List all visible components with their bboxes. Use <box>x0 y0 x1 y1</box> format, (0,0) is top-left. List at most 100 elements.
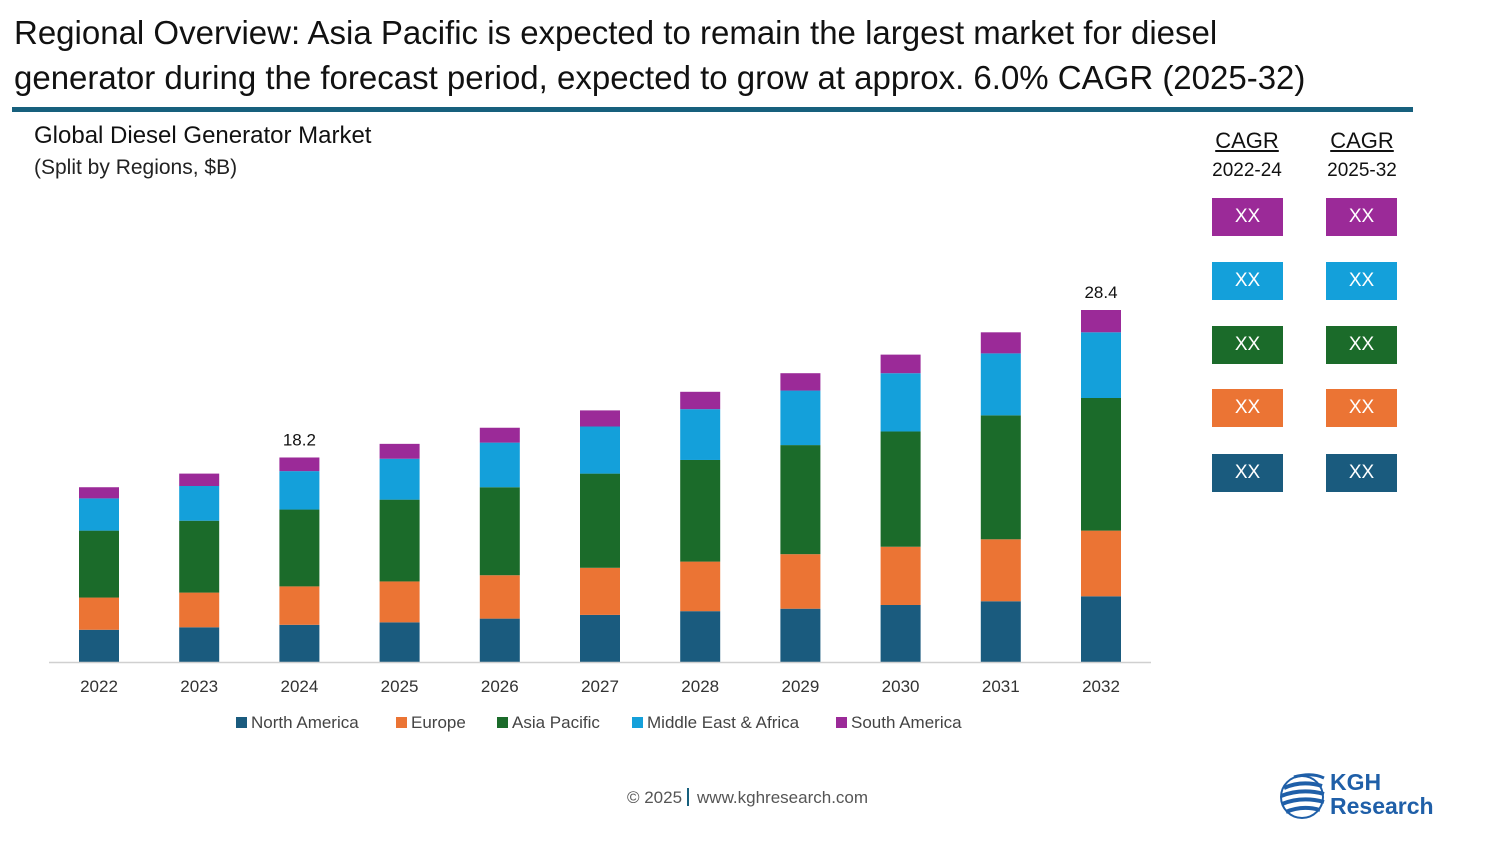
cagr-value-box: XX <box>1326 389 1397 427</box>
legend-swatch <box>632 717 643 728</box>
bar-2031-s0 <box>980 601 1021 662</box>
cagr-value-box: XX <box>1212 262 1283 300</box>
legend-label[interactable]: Europe <box>411 713 466 732</box>
bar-2022-s2 <box>79 530 119 598</box>
headline-line-2: generator during the forecast period, ex… <box>14 59 1306 96</box>
bar-2026-s0 <box>479 618 520 662</box>
data-label-2032: 28.4 <box>1084 283 1117 302</box>
bar-2022-s0 <box>79 629 119 662</box>
bar-2022-s4 <box>79 487 119 499</box>
bar-2032-s3 <box>1081 332 1121 398</box>
cagr-value-box: XX <box>1326 326 1397 364</box>
website-link[interactable]: www.kghresearch.com <box>697 788 869 807</box>
x-tick-label: 2022 <box>80 677 118 696</box>
bar-2026-s1 <box>479 575 520 619</box>
chart-subtitle: (Split by Regions, $B) <box>34 156 238 179</box>
bar-2028-s1 <box>680 561 721 612</box>
bar-2030-s1 <box>880 546 921 605</box>
bar-2031-s1 <box>980 539 1021 602</box>
x-tick-label: 2028 <box>681 677 719 696</box>
legend-label[interactable]: Middle East & Africa <box>647 713 800 732</box>
logo-line-2: Research <box>1330 793 1434 819</box>
bar-2027-s3 <box>580 426 620 474</box>
cagr-period-1: 2022-24 <box>1212 160 1282 181</box>
cagr-header-1: CAGR 2022-24 <box>1192 128 1302 182</box>
data-label-2024: 18.2 <box>283 430 316 449</box>
cagr-header-2: CAGR 2025-32 <box>1307 128 1417 182</box>
legend-label[interactable]: Asia Pacific <box>512 713 600 732</box>
globe-icon <box>1280 773 1325 819</box>
bar-2024-s3 <box>279 471 320 510</box>
legend-swatch <box>236 717 247 728</box>
bar-2025-s0 <box>379 622 420 662</box>
legend-swatch <box>497 717 508 728</box>
bar-2028-s3 <box>680 409 721 460</box>
bar-2030-s0 <box>880 604 921 662</box>
headline: Regional Overview: Asia Pacific is expec… <box>14 10 1434 100</box>
bar-2029-s4 <box>780 373 821 391</box>
bar-2023-s2 <box>179 520 220 593</box>
x-tick-label: 2030 <box>882 677 920 696</box>
bar-2022-s1 <box>79 597 119 630</box>
cagr-value-box: XX <box>1212 454 1283 492</box>
cagr-value-box: XX <box>1212 326 1283 364</box>
bar-2030-s3 <box>880 373 921 432</box>
chart-title: Global Diesel Generator Market <box>34 122 372 149</box>
bar-2032-s4 <box>1081 310 1121 333</box>
x-tick-label: 2025 <box>381 677 419 696</box>
bar-2032-s0 <box>1081 596 1121 662</box>
logo-text: KGH Research <box>1330 770 1434 818</box>
bar-2023-s0 <box>179 627 220 662</box>
x-tick-label: 2026 <box>481 677 519 696</box>
x-tick-label: 2027 <box>581 677 619 696</box>
bar-2028-s2 <box>680 459 721 562</box>
bar-2025-s3 <box>379 458 420 500</box>
cagr-value-box: XX <box>1326 454 1397 492</box>
bar-2026-s2 <box>479 487 520 576</box>
bar-2023-s1 <box>179 592 220 628</box>
x-tick-label: 2029 <box>781 677 819 696</box>
cagr-title-2: CAGR <box>1330 128 1394 153</box>
cagr-period-2: 2025-32 <box>1327 160 1397 181</box>
cagr-value-box: XX <box>1326 198 1397 236</box>
bar-2032-s2 <box>1081 398 1121 531</box>
bar-2029-s1 <box>780 554 821 609</box>
stacked-bar-chart: 2022 2023 2024 2025 2026 2027 2028 2029 2030 2031… <box>49 283 1151 732</box>
legend-label[interactable]: South America <box>851 713 962 732</box>
bar-2025-s1 <box>379 581 420 623</box>
legend-swatch <box>836 717 847 728</box>
bar-2027-s0 <box>580 614 620 662</box>
x-tick-label: 2023 <box>180 677 218 696</box>
bar-2023-s3 <box>179 486 220 521</box>
bar-2029-s0 <box>780 608 821 662</box>
bar-2031-s2 <box>980 415 1021 540</box>
x-tick-label: 2032 <box>1082 677 1120 696</box>
footer-separator <box>687 788 690 806</box>
headline-line-1: Regional Overview: Asia Pacific is expec… <box>14 14 1218 51</box>
bar-2028-s0 <box>680 611 721 662</box>
cagr-value-box: XX <box>1326 262 1397 300</box>
legend-swatch <box>396 717 407 728</box>
bar-2028-s4 <box>680 391 721 410</box>
legend-label[interactable]: North America <box>251 713 359 732</box>
bar-2029-s3 <box>780 390 821 446</box>
bar-2031-s4 <box>980 332 1021 354</box>
cagr-value-box: XX <box>1212 389 1283 427</box>
bar-2030-s4 <box>880 354 921 374</box>
bar-2031-s3 <box>980 353 1021 416</box>
x-tick-label: 2031 <box>982 677 1020 696</box>
bar-2032-s1 <box>1081 530 1121 597</box>
bar-2022-s3 <box>79 498 119 531</box>
logo-line-1: KGH <box>1330 769 1382 795</box>
footer: © 2025 www.kghresearch.com <box>0 788 1495 808</box>
bar-2030-s2 <box>880 431 921 547</box>
bar-2024-s4 <box>279 457 320 472</box>
bar-2027-s2 <box>580 473 620 568</box>
bar-2025-s2 <box>379 499 420 582</box>
bar-2024-s2 <box>279 509 320 587</box>
bar-2024-s0 <box>279 624 320 662</box>
bar-2026-s3 <box>479 442 520 488</box>
title-divider <box>12 107 1413 112</box>
x-tick-label: 2024 <box>280 677 318 696</box>
bar-2026-s4 <box>479 427 520 443</box>
